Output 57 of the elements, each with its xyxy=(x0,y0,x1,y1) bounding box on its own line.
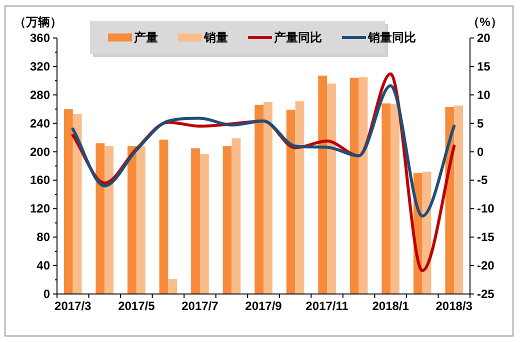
y-tick-label: 280 xyxy=(30,88,50,102)
y2-tick-label: 10 xyxy=(477,88,491,102)
bar xyxy=(136,146,146,294)
legend-label: 产量同比 xyxy=(273,30,322,44)
bar xyxy=(96,143,105,294)
bar xyxy=(254,104,264,294)
bar xyxy=(191,148,200,294)
y2-tick-label: 20 xyxy=(477,31,491,45)
x-tick-label: 2017/7 xyxy=(182,299,219,313)
y2-tick-label: -25 xyxy=(477,287,495,301)
bar xyxy=(382,103,391,294)
y-tick-label: 80 xyxy=(36,230,50,244)
y2-tick-label: -20 xyxy=(477,258,495,273)
bar xyxy=(390,104,400,294)
bar xyxy=(64,109,73,294)
x-tick-label: 2017/9 xyxy=(245,299,282,313)
y-tick-label: 360 xyxy=(30,31,50,45)
y2-tick-label: -15 xyxy=(477,230,495,244)
y2-tick-label: -10 xyxy=(477,202,495,216)
y-axis-title: （万辆） xyxy=(14,15,62,29)
x-tick-label: 2017/11 xyxy=(306,299,349,313)
bar xyxy=(200,154,209,294)
legend-label: 产量 xyxy=(133,30,158,44)
y-tick-label: 120 xyxy=(30,202,50,216)
bar xyxy=(327,84,336,294)
x-tick-label: 2017/3 xyxy=(54,299,92,313)
y-tick-label: 200 xyxy=(30,144,50,159)
bar xyxy=(454,106,464,294)
bar xyxy=(104,146,114,294)
bar xyxy=(128,146,136,294)
line-series xyxy=(71,84,456,218)
legend-label: 销量 xyxy=(203,30,228,44)
bar xyxy=(222,146,232,294)
y-tick-label: 40 xyxy=(36,258,50,273)
x-tick-label: 2018/3 xyxy=(436,299,473,313)
y2-tick-label: -5 xyxy=(477,173,488,188)
bar xyxy=(264,102,272,294)
bar xyxy=(168,279,178,294)
y-tick-label: 160 xyxy=(30,173,50,188)
bar xyxy=(318,76,328,294)
bar xyxy=(159,140,168,294)
y-tick-label: 240 xyxy=(30,116,50,130)
y2-tick-label: 5 xyxy=(477,116,484,130)
x-tick-label: 2017/5 xyxy=(118,299,156,313)
y2-tick-label: 15 xyxy=(477,59,491,74)
y-tick-label: 0 xyxy=(43,287,50,301)
y2-axis-title: （%） xyxy=(468,15,502,29)
bar xyxy=(232,138,241,294)
legend-label: 销量同比 xyxy=(367,30,416,44)
y-tick-label: 320 xyxy=(30,59,50,74)
bar xyxy=(350,78,359,294)
bar xyxy=(72,114,82,294)
bar xyxy=(286,110,296,294)
bar xyxy=(358,77,368,294)
y2-tick-label: 0 xyxy=(477,144,484,159)
bar xyxy=(295,101,304,294)
x-tick-label: 2018/1 xyxy=(372,299,410,313)
